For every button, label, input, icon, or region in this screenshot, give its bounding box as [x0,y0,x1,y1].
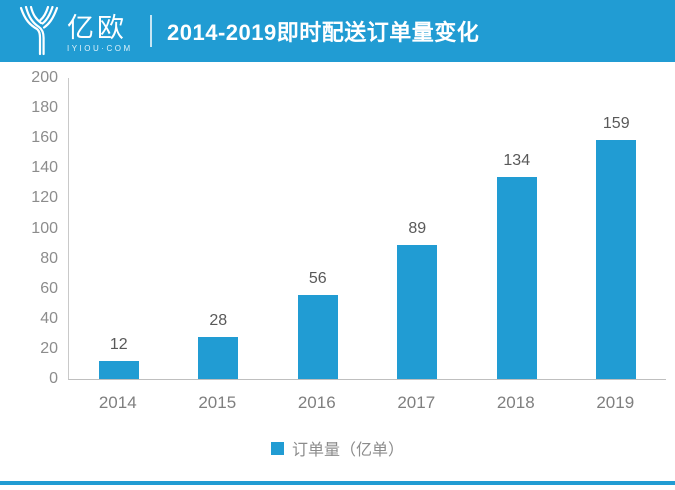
bar-value-label: 159 [602,114,630,132]
y-tick-label: 80 [40,249,58,267]
y-tick-label: 0 [49,370,58,387]
x-tick-label: 2016 [297,393,336,412]
y-tick-label: 180 [31,99,58,117]
y-tick-label: 60 [40,279,58,297]
legend: 订单量（亿单） [0,436,675,460]
x-tick-label: 2018 [496,393,535,412]
header: 亿欧 IYIOU·COM 2014-2019即时配送订单量变化 [0,0,675,62]
logo-text: 亿欧 [67,13,127,43]
y-tick-label: 20 [40,339,58,357]
legend-label: 订单量（亿单） [291,442,404,459]
y-tick-label: 200 [31,69,58,86]
bar-value-label: 12 [109,335,128,353]
page-title: 2014-2019即时配送订单量变化 [167,20,480,45]
x-tick-label: 2015 [198,393,237,412]
y-tick-label: 40 [40,309,58,327]
bar-value-label: 56 [308,269,327,287]
bar-value-label: 28 [209,311,228,329]
bar-2015 [198,336,239,379]
bar-2017 [397,245,438,379]
bar-value-label: 89 [408,220,427,238]
bar-2014 [98,360,139,379]
logo: 亿欧 IYIOU·COM [17,6,133,56]
y-tick-label: 120 [31,189,58,207]
y-tick-label: 100 [31,219,58,237]
yiou-logo-icon [19,6,59,56]
y-tick-label: 160 [31,129,58,147]
bar-2016 [297,294,338,379]
x-tick-label: 2019 [596,393,635,412]
y-tick-label: 140 [31,159,58,177]
header-divider [150,15,152,47]
bar-2019 [596,139,637,379]
logo-text-wrap: 亿欧 IYIOU·COM [67,14,133,53]
bar-2018 [496,177,537,379]
x-tick-label: 2017 [397,393,436,412]
logo-subtext: IYIOU·COM [67,44,133,53]
plot-area: 12 28 56 89 134 159 [68,78,666,380]
x-tick-label: 2014 [98,393,137,412]
legend-swatch [270,441,284,455]
bar-value-label: 134 [503,152,531,170]
bottom-accent-line [0,481,675,485]
